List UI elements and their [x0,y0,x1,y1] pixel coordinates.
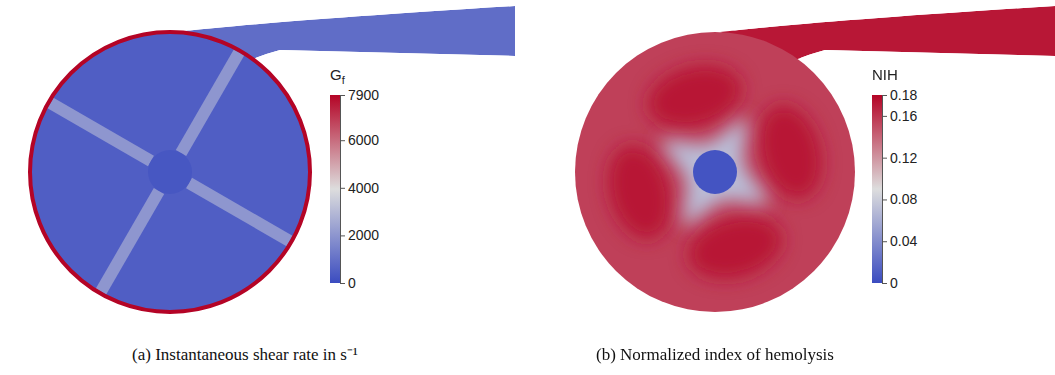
caption: (b) Normalized index of hemolysis [596,345,834,364]
tick-mark [340,188,345,189]
tick-label: 4000 [348,180,379,196]
tick: 0.12 [882,150,917,166]
hub [693,150,737,194]
lobe [681,206,789,289]
caption: (a) Instantaneous shear rate in s⁻¹ [132,345,358,364]
tick-label: 2000 [348,227,379,243]
blade [96,188,164,294]
blade [186,178,292,246]
lobes [598,55,831,288]
field [30,6,515,312]
hub [148,150,192,194]
colorbar-title: Gf [330,66,346,86]
tick-mark [882,95,887,96]
tick-mark [340,235,345,236]
panel: 0 0.04 0.08 0.12 0.16 0.18 NIH (b) Normalized i… [575,6,1055,364]
colorbar-axis: 0 2000 4000 6000 7900 [340,87,379,291]
lobe [641,55,749,138]
tick-mark [882,199,887,200]
tick-label: 0.08 [890,191,917,207]
tick: 0.08 [882,191,917,207]
tick: 4000 [340,180,379,196]
tick: 0 [340,275,356,291]
tick-mark [882,283,887,284]
colorbar [330,95,340,283]
lobe [598,138,681,246]
tick-mark [882,116,887,117]
tick-label: 6000 [348,132,379,148]
tick: 0.04 [882,233,917,249]
tick-label: 0.18 [890,87,917,103]
tick-mark [340,140,345,141]
colorbar [872,95,882,283]
tick-mark [882,241,887,242]
tick-label: 0.04 [890,233,917,249]
colorbar-title-subscript: f [342,74,346,86]
tick: 0 [882,275,898,291]
tick-mark [340,95,345,96]
tick-label: 0 [348,275,356,291]
lobe [749,98,832,206]
tick: 7900 [340,87,379,103]
tick-mark [882,158,887,159]
casing-wall [30,32,310,312]
colorbar-title-main: G [330,66,342,83]
tick-mark [340,283,345,284]
tick-label: 0.12 [890,150,917,166]
panel: 02000400060007900Gf(a) Instantaneous she… [30,6,515,364]
blade [47,98,153,166]
tick: 6000 [340,132,379,148]
colorbar-axis: 0 0.04 0.08 0.12 0.16 0.18 [882,87,917,291]
colorbar-title-main: NIH [872,66,898,83]
tick-label: 0 [890,275,898,291]
tick: 0.18 [882,87,917,103]
blade [176,49,244,155]
axis-line [341,96,346,284]
field [575,6,1055,312]
tick-label: 0.16 [890,108,917,124]
colorbar-title: NIH [872,66,898,83]
chamber-interior [47,49,292,294]
axis-line [883,96,888,284]
tick: 0.16 [882,108,917,124]
tick-label: 7900 [348,87,379,103]
chamber [30,32,310,312]
hub-region [661,118,769,226]
chamber [575,32,855,312]
chamber-interior [598,55,831,288]
tick: 2000 [340,227,379,243]
figure: 02000400060007900Gf(a) Instantaneous she… [0,0,1055,375]
